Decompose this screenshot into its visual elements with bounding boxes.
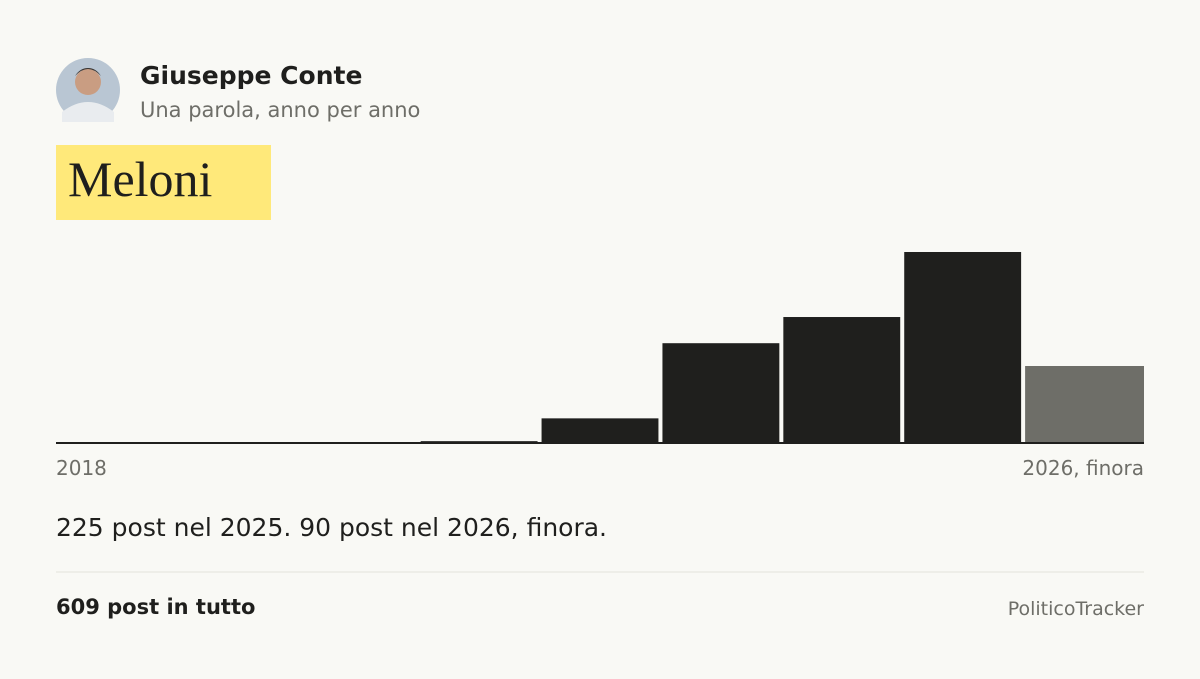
x-tick-label: 2018 [56, 456, 107, 480]
bar [662, 343, 780, 442]
total: 609 post in tutto [56, 595, 255, 619]
word: Meloni [68, 151, 212, 207]
chart: 2018 2026, finora [56, 252, 1144, 480]
bar [783, 317, 901, 442]
summary: 225 post nel 2025. 90 post nel 2026, fin… [56, 513, 607, 542]
bar [904, 252, 1022, 442]
bar [420, 441, 538, 442]
word-highlight [56, 145, 271, 220]
x-tick-label: 2026, finora [1022, 456, 1144, 480]
brand: PoliticoTracker [1008, 598, 1144, 620]
bar [541, 418, 659, 442]
subtitle: Una parola, anno per anno [140, 98, 420, 122]
avatar [56, 58, 120, 122]
author-name: Giuseppe Conte [140, 61, 362, 90]
bar [1025, 366, 1144, 442]
